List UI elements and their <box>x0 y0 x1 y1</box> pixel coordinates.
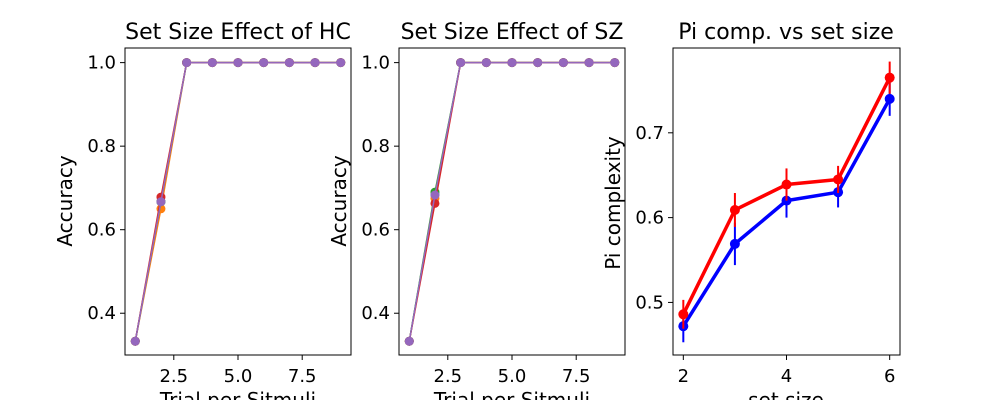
data-point <box>507 58 517 68</box>
data-point <box>182 58 192 68</box>
data-point <box>884 72 895 83</box>
y-tick-label: 0.6 <box>87 220 116 241</box>
data-point <box>336 58 346 68</box>
data-point <box>833 174 844 185</box>
x-axis-label: set size <box>748 388 824 400</box>
data-point <box>130 336 140 346</box>
x-tick-label: 4 <box>781 366 792 387</box>
data-point <box>678 309 689 320</box>
series-line <box>408 61 615 342</box>
data-point <box>729 238 740 249</box>
x-axis-label: Trial per Sitmuli <box>159 388 316 400</box>
y-tick-label: 0.7 <box>635 123 664 144</box>
series-line <box>134 61 341 342</box>
axes-frame <box>124 47 352 356</box>
plot-area: 2.5 5.0 7.5 0.4 0.6 0.8 1.0 <box>361 53 620 387</box>
x-tick-label: 7.5 <box>288 366 317 387</box>
x-axis-label: Trial per Sitmuli <box>433 388 590 400</box>
data-point <box>284 58 294 68</box>
subplot-pi: Pi comp. vs set size 2 4 6 0.5 0.6 0.7 Pi com… <box>601 20 901 400</box>
series-line <box>134 61 341 342</box>
y-axis-label: Accuracy <box>327 155 351 246</box>
y-tick-label: 0.6 <box>635 208 664 229</box>
x-tick-label: 2.5 <box>433 366 462 387</box>
x-tick-label: 5.0 <box>498 366 527 387</box>
x-tick-label: 6 <box>884 366 895 387</box>
series-line <box>408 61 615 342</box>
series <box>404 58 620 346</box>
data-point <box>310 58 320 68</box>
x-tick-label: 2.5 <box>159 366 188 387</box>
y-tick-label: 0.8 <box>361 136 390 157</box>
series <box>678 81 895 343</box>
data-point <box>430 190 440 200</box>
x-tick-label: 7.5 <box>562 366 591 387</box>
chart-title: Set Size Effect of HC <box>125 20 351 45</box>
chart-title: Set Size Effect of SZ <box>401 20 624 45</box>
data-point <box>584 58 594 68</box>
y-tick-label: 0.8 <box>87 136 116 157</box>
series <box>130 58 346 346</box>
y-tick-label: 1.0 <box>361 53 390 74</box>
subplot-hc: Set Size Effect of HC 2.5 5.0 7.5 0.4 0.6 0.8… <box>53 20 352 400</box>
series-line <box>134 61 341 342</box>
data-point <box>781 179 792 190</box>
y-tick-label: 0.4 <box>87 303 116 324</box>
data-point <box>430 198 440 208</box>
series-line <box>134 61 341 342</box>
data-point <box>884 93 895 104</box>
series <box>678 61 895 329</box>
data-point <box>481 58 491 68</box>
data-point <box>456 58 466 68</box>
chart-title: Pi comp. vs set size <box>678 20 894 45</box>
series-line <box>408 61 615 342</box>
data-point <box>610 58 620 68</box>
data-point <box>259 58 269 68</box>
data-point <box>233 58 243 68</box>
data-point <box>558 58 568 68</box>
y-axis-label: Pi complexity <box>601 136 625 270</box>
data-point <box>207 58 217 68</box>
series <box>404 58 620 346</box>
data-point <box>533 58 543 68</box>
plot-area: 2.5 5.0 7.5 0.4 0.6 0.8 1.0 <box>87 53 346 387</box>
x-tick-label: 5.0 <box>224 366 253 387</box>
y-tick-label: 1.0 <box>87 53 116 74</box>
subplot-sz: Set Size Effect of SZ 2.5 5.0 7.5 0.4 0.6 0.8… <box>327 20 626 400</box>
axes-frame <box>672 47 901 356</box>
y-axis-label: Accuracy <box>53 155 77 246</box>
data-point <box>729 204 740 215</box>
series-line <box>408 61 615 342</box>
series-line <box>408 61 615 342</box>
series-line <box>134 61 341 342</box>
y-tick-label: 0.4 <box>361 303 390 324</box>
y-tick-label: 0.5 <box>635 292 664 313</box>
y-tick-label: 0.6 <box>361 220 390 241</box>
data-point <box>156 197 166 207</box>
x-tick-label: 2 <box>678 366 689 387</box>
axes-frame <box>398 47 626 356</box>
data-point <box>404 336 414 346</box>
plot-area: 2 4 6 0.5 0.6 0.7 <box>635 61 895 387</box>
